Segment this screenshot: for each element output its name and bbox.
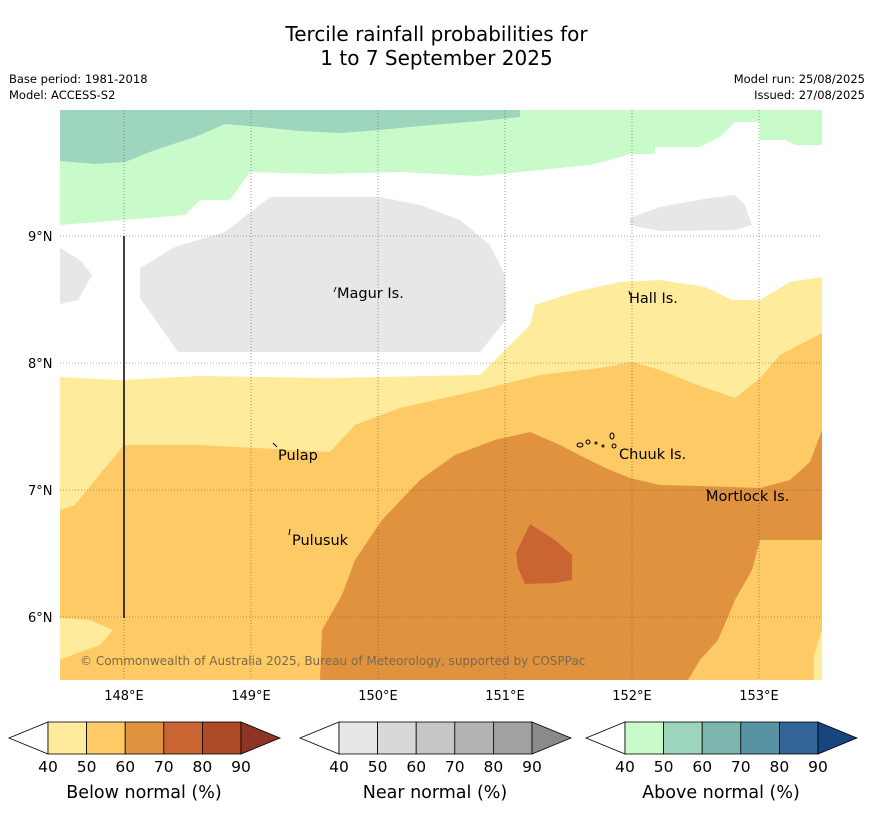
colorbar-above-tick-label: 50 [654,758,674,776]
colorbar-below-tick-label: 80 [193,758,213,776]
region-near-50-west [60,248,92,304]
model-name: Model: ACCESS-S2 [9,88,116,102]
colorbar-above-box-2 [701,721,742,755]
region-near-50-east [630,195,752,231]
colorbar-below-box-4 [201,721,242,755]
colorbar-near-tick-label: 80 [484,758,504,776]
colorbar-near-tick-label: 60 [406,758,426,776]
region-above-50 [60,110,822,225]
colorbar-above-tick-label: 40 [615,758,635,776]
issued-date: Issued: 27/08/2025 [754,88,865,102]
colorbar-below-tick-label: 70 [154,758,174,776]
colorbar-near-tick-label: 50 [368,758,388,776]
place-mortlock: Mortlock Is. [706,489,789,505]
colorbar-below-normal: 40 50 60 70 80 90 [7,721,282,776]
colorbar-above-tick-label: 90 [808,758,828,776]
probability-map [60,110,822,680]
region-below-50-se [814,630,822,680]
colorbar-near-tick-label: 90 [522,758,542,776]
colorbar-below-tick-label: 90 [231,758,251,776]
lat-label-9n: 9°N [28,230,53,245]
title-line-1: Tercile rainfall probabilities for [285,22,588,46]
lon-label-148e: 148°E [104,689,144,704]
region-below-50-sw [60,618,113,660]
colorbar-above-arrow-left [584,721,626,755]
place-pulap: Pulap [278,448,318,464]
place-hall: Hall Is. [629,291,678,307]
colorbar-above-arrow-right [817,721,859,755]
place-chuuk: Chuuk Is. [619,447,686,463]
island-markers [272,286,709,536]
colorbar-above-tick-label: 80 [770,758,790,776]
base-period: Base period: 1981-2018 [9,72,148,86]
colorbar-below-tick-label: 60 [115,758,135,776]
title-line-2: 1 to 7 September 2025 [320,46,553,70]
colorbar-below-box-2 [124,721,165,755]
colorbar-near-tick-label: 70 [445,758,465,776]
lon-label-149e: 149°E [231,689,271,704]
colorbar-below-arrow-right [240,721,282,755]
colorbar-above-box-4 [778,721,819,755]
colorbar-near-box-4 [492,721,533,755]
colorbar-near-box-2 [415,721,456,755]
meta-left: Base period: 1981-2018 Model: ACCESS-S2 [9,71,148,103]
colorbar-below-box-0 [47,721,87,755]
colorbar-near-arrow-left [298,721,340,755]
lat-label-8n: 8°N [28,357,53,372]
colorbar-title-near: Near normal (%) [363,783,508,803]
colorbar-near-box-0 [338,721,378,755]
model-run: Model run: 25/08/2025 [733,72,865,86]
colorbar-below-box-3 [163,721,203,755]
map-title: Tercile rainfall probabilities for 1 to … [0,22,873,70]
colorbar-near-box-1 [377,721,417,755]
lon-label-150e: 150°E [358,689,398,704]
place-pulusuk: Pulusuk [292,533,349,549]
lon-label-152e: 152°E [612,689,652,704]
colorbar-above-tick-label: 60 [692,758,712,776]
lon-label-151e: 151°E [485,689,525,704]
colorbar-above-normal: 40 50 60 70 80 90 [584,721,859,776]
colorbar-below-arrow-left [7,721,49,755]
copyright-notice: © Commonwealth of Australia 2025, Bureau… [80,654,585,668]
colorbar-title-above: Above normal (%) [642,783,800,803]
colorbar-above-box-0 [624,721,664,755]
region-below-80 [516,524,572,584]
colorbar-below-box-1 [86,721,126,755]
colorbar-near-arrow-right [531,721,573,755]
colorbar-above-box-3 [740,721,780,755]
lat-label-6n: 6°N [28,611,53,626]
colorbar-below-tick-label: 40 [38,758,58,776]
colorbar-near-box-3 [454,721,494,755]
colorbar-above-tick-label: 70 [731,758,751,776]
colorbar-above-box-1 [663,721,703,755]
colorbar-near-normal: 40 50 60 70 80 90 [298,721,573,776]
colorbar-near-tick-label: 40 [329,758,349,776]
colorbar-title-below: Below normal (%) [66,783,221,803]
region-above-60 [60,110,520,164]
place-magur: Magur Is. [337,286,404,302]
colorbar-below-tick-label: 50 [77,758,97,776]
lon-label-153e: 153°E [739,689,779,704]
lat-label-7n: 7°N [28,484,53,499]
meta-right: Model run: 25/08/2025 Issued: 27/08/2025 [734,71,865,103]
